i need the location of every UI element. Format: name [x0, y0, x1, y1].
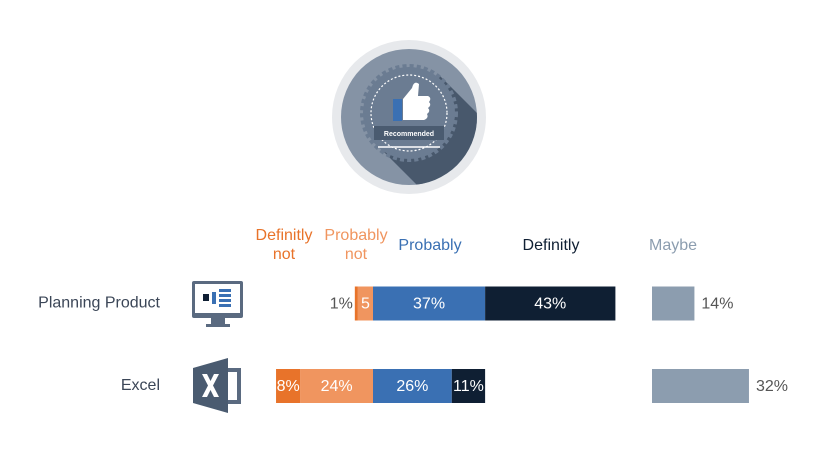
value-label: 8% — [277, 378, 300, 395]
value-label: 37% — [413, 296, 445, 313]
legend-entry: Probably not — [311, 225, 401, 265]
bar-segment — [276, 369, 301, 403]
bar-segment — [354, 286, 358, 321]
value-label: 5 — [361, 296, 370, 313]
bar-segment — [451, 369, 486, 403]
category-label: Planning Product — [38, 295, 160, 312]
bar-segment — [373, 286, 486, 321]
bar-segment — [357, 286, 373, 321]
legend-entry: Definitly — [506, 225, 596, 265]
value-label: 43% — [534, 296, 566, 313]
legend-label: Probably — [398, 236, 462, 254]
legend-label: Definitly not — [255, 227, 313, 263]
excel-icon — [193, 358, 241, 413]
bar-segment — [652, 286, 695, 321]
monitor-icon — [192, 281, 243, 327]
bar-segment — [300, 369, 373, 403]
bar-segment — [373, 369, 452, 403]
legend-label: Probably not — [324, 227, 388, 263]
value-label: 26% — [396, 378, 428, 395]
legend-entry: Maybe — [628, 225, 718, 265]
badge-icon: Recommended — [332, 40, 486, 194]
value-label: 24% — [321, 378, 353, 395]
value-label: 32% — [756, 378, 788, 395]
legend-label: Definitly — [522, 236, 580, 254]
value-label: 11% — [453, 378, 484, 395]
value-label: 14% — [701, 296, 733, 313]
bar-segment — [652, 369, 749, 403]
category-label: Excel — [121, 377, 160, 394]
badge-label: Recommended — [384, 131, 434, 138]
value-label: 1% — [330, 296, 353, 313]
legend-label: Maybe — [648, 236, 698, 254]
legend-entry: Probably — [385, 225, 475, 265]
legend-entry: Definitly not — [239, 225, 329, 265]
bar-segment — [485, 286, 616, 321]
